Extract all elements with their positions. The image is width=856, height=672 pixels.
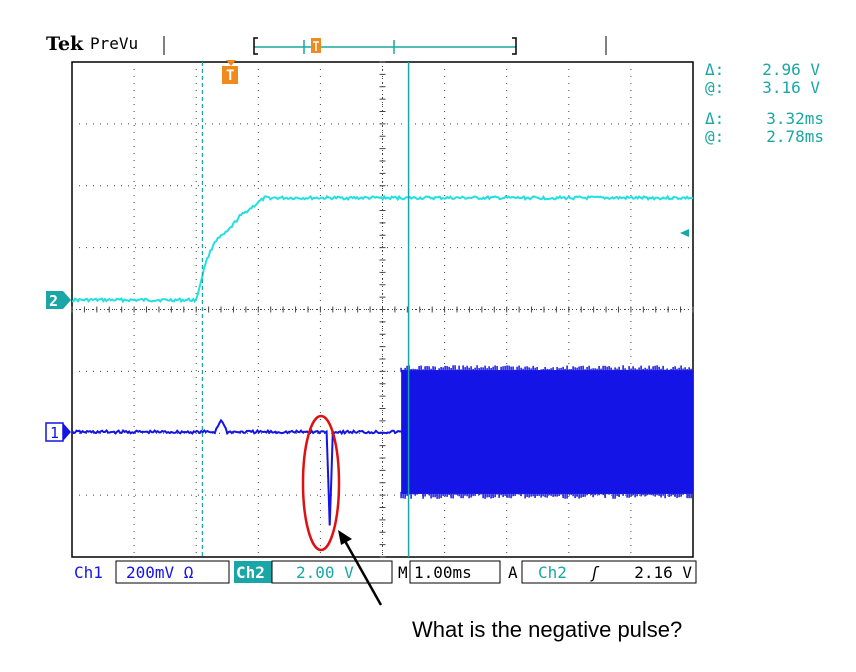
voltage-delta-label: Δ:	[705, 60, 724, 79]
ch1-scale: 200mV Ω	[126, 563, 194, 582]
highlight-ellipse	[301, 414, 341, 552]
svg-text:T: T	[226, 68, 234, 84]
mode-label: PreVu	[90, 34, 138, 53]
voltage-at-label: @:	[705, 78, 724, 97]
trigger-label: A	[508, 563, 518, 582]
cursor-readout: Δ: 2.96 V @: 3.16 V Δ: 3.32ms @: 2.78ms	[705, 60, 824, 146]
annotation-question: What is the negative pulse?	[412, 617, 682, 642]
time-delta-label: Δ:	[705, 109, 724, 128]
ch1-ground-marker: 1	[45, 422, 71, 442]
voltage-delta-value: 2.96 V	[762, 60, 820, 79]
waveform-traces	[71, 194, 694, 526]
trace-ch2	[71, 194, 694, 304]
ch2-label: Ch2	[236, 563, 265, 582]
ch1-label: Ch1	[74, 563, 103, 582]
record-trigger-marker	[311, 38, 321, 53]
horizontal-label: M	[398, 563, 408, 582]
trigger-level-arrow	[680, 229, 689, 237]
record-position-bar	[253, 37, 517, 55]
ch2-scale: 2.00 V	[296, 563, 354, 582]
svg-text:1: 1	[50, 424, 59, 442]
ch2-ground-marker: 2	[46, 291, 71, 310]
voltage-at-value: 3.16 V	[762, 78, 820, 97]
annotation-arrow	[338, 530, 383, 606]
trigger-level: 2.16 V	[634, 563, 692, 582]
horizontal-scale: 1.00ms	[414, 563, 472, 582]
svg-text:2: 2	[49, 292, 58, 310]
time-at-label: @:	[705, 127, 724, 146]
burst-ch1	[401, 370, 693, 494]
time-delta-value: 3.32ms	[766, 109, 824, 128]
time-at-value: 2.78ms	[766, 127, 824, 146]
brand-label: Tek	[46, 33, 84, 55]
burst-edge-ch1	[400, 365, 692, 499]
trigger-position-marker: T	[222, 60, 238, 84]
trigger-source: Ch2	[538, 563, 567, 582]
status-bar: Ch1 200mV Ω Ch2 2.00 V M 1.00ms A Ch2 ʃ …	[74, 560, 697, 584]
trigger-slope-icon: ʃ	[590, 563, 600, 582]
